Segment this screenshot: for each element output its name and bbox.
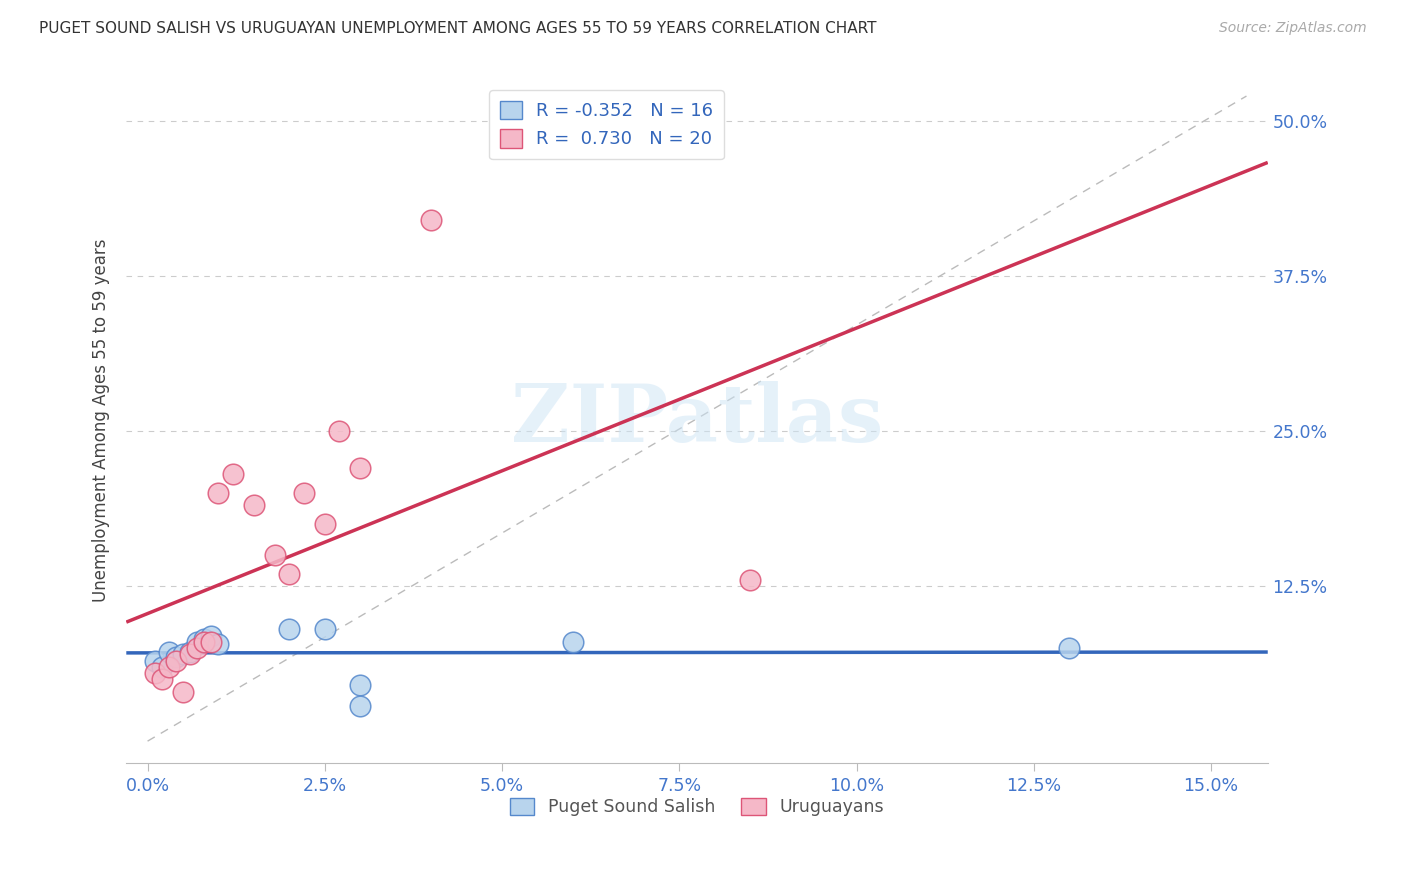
Point — [207, 486, 229, 500]
Point — [172, 684, 194, 698]
Point — [186, 635, 208, 649]
Point — [349, 678, 371, 692]
Point — [562, 635, 585, 649]
Point — [200, 629, 222, 643]
Point — [172, 648, 194, 662]
Text: ZIPatlas: ZIPatlas — [510, 382, 883, 459]
Point — [740, 573, 762, 587]
Point — [221, 467, 243, 482]
Point — [1057, 641, 1080, 656]
Point — [200, 635, 222, 649]
Point — [157, 659, 180, 673]
Text: PUGET SOUND SALISH VS URUGUAYAN UNEMPLOYMENT AMONG AGES 55 TO 59 YEARS CORRELATI: PUGET SOUND SALISH VS URUGUAYAN UNEMPLOY… — [39, 21, 877, 37]
Point — [179, 648, 201, 662]
Point — [193, 632, 215, 647]
Point — [349, 699, 371, 714]
Point — [314, 623, 336, 637]
Point — [165, 653, 187, 667]
Point — [278, 566, 301, 581]
Point — [292, 486, 315, 500]
Point — [179, 645, 201, 659]
Point — [420, 213, 443, 227]
Point — [143, 665, 166, 680]
Point — [165, 649, 187, 664]
Point — [243, 499, 266, 513]
Point — [150, 672, 173, 686]
Point — [186, 641, 208, 656]
Point — [193, 635, 215, 649]
Point — [207, 637, 229, 651]
Point — [314, 516, 336, 531]
Y-axis label: Unemployment Among Ages 55 to 59 years: Unemployment Among Ages 55 to 59 years — [93, 239, 110, 602]
Point — [349, 461, 371, 475]
Point — [143, 653, 166, 667]
Point — [328, 424, 350, 438]
Point — [264, 548, 287, 562]
Text: Source: ZipAtlas.com: Source: ZipAtlas.com — [1219, 21, 1367, 36]
Point — [157, 645, 180, 659]
Legend: Puget Sound Salish, Uruguayans: Puget Sound Salish, Uruguayans — [503, 790, 891, 823]
Point — [278, 623, 301, 637]
Point — [150, 659, 173, 673]
